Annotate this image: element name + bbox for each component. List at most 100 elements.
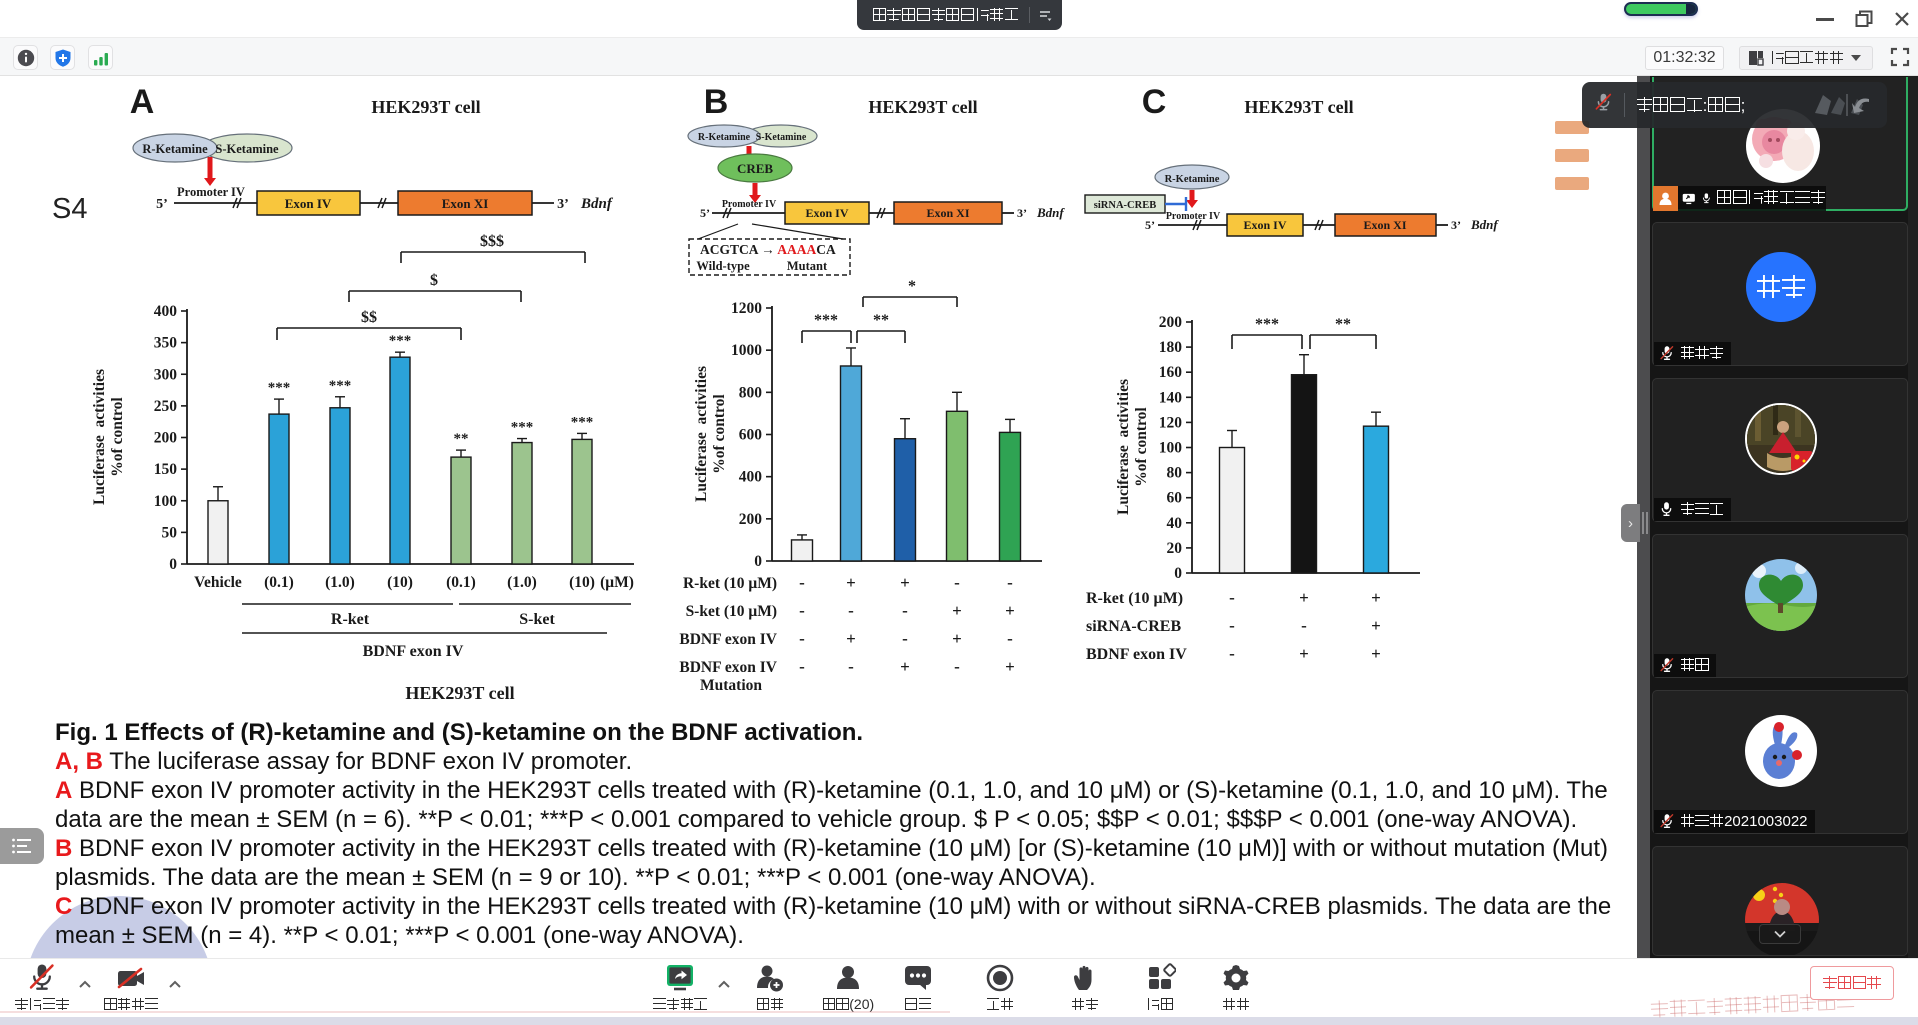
svg-text:BDNF exon IV: BDNF exon IV <box>1086 646 1187 663</box>
svg-text:BDNF exon IV: BDNF exon IV <box>679 631 777 648</box>
svg-text:-: - <box>1229 616 1235 635</box>
svg-text:+: + <box>846 573 856 592</box>
svg-text:1000: 1000 <box>731 342 762 359</box>
svg-text:Bdnf: Bdnf <box>580 196 614 212</box>
svg-text:3’: 3’ <box>1017 206 1027 220</box>
svg-text:**: ** <box>1335 316 1351 333</box>
svg-text:Promoter IV: Promoter IV <box>722 199 777 210</box>
svg-text:150: 150 <box>154 461 178 478</box>
svg-text:R-ket: R-ket <box>331 611 370 628</box>
svg-text:$$$: $$$ <box>480 233 504 250</box>
svg-text:S-Ketamine: S-Ketamine <box>215 142 279 156</box>
svg-text:Exon IV: Exon IV <box>285 196 332 211</box>
svg-text:+: + <box>846 629 856 648</box>
svg-text:Mutation: Mutation <box>700 677 762 694</box>
svg-text:200: 200 <box>739 511 763 528</box>
svg-text:Promoter IV: Promoter IV <box>177 185 245 199</box>
svg-text:R-ket (10 μM): R-ket (10 μM) <box>683 575 777 592</box>
svg-text:**: ** <box>454 431 469 447</box>
svg-text:5’: 5’ <box>156 197 168 212</box>
svg-text:0: 0 <box>169 556 177 573</box>
svg-text:R-Ketamine: R-Ketamine <box>1165 174 1220 185</box>
svg-text:800: 800 <box>739 384 763 401</box>
svg-text:+: + <box>900 573 910 592</box>
svg-text:**: ** <box>873 312 889 329</box>
svg-text:-: - <box>902 629 908 648</box>
svg-text:S-ket: S-ket <box>519 611 555 628</box>
svg-text:R-Ketamine: R-Ketamine <box>142 142 208 156</box>
svg-text:siRNA-CREB: siRNA-CREB <box>1086 618 1181 635</box>
svg-text:200: 200 <box>154 430 178 447</box>
svg-text:0: 0 <box>754 553 762 570</box>
svg-text:-: - <box>1007 573 1013 592</box>
svg-text:***: *** <box>1255 316 1279 333</box>
svg-text:(0.1): (0.1) <box>446 574 476 591</box>
svg-text:R-Ketamine: R-Ketamine <box>698 132 751 143</box>
svg-text:$$: $$ <box>361 309 377 326</box>
svg-text:***: *** <box>511 420 534 436</box>
svg-text:3’: 3’ <box>1451 218 1461 232</box>
svg-text:1200: 1200 <box>731 300 762 317</box>
svg-text:+: + <box>1371 644 1381 663</box>
svg-text:Luciferase activities: Luciferase activities <box>1115 379 1132 515</box>
svg-text:R-ket (10 μM): R-ket (10 μM) <box>1086 590 1183 607</box>
svg-text:100: 100 <box>154 493 178 510</box>
svg-text:B: B <box>704 83 729 121</box>
svg-text:180: 180 <box>1159 339 1183 356</box>
svg-text:HEK293T cell: HEK293T cell <box>371 97 480 117</box>
svg-text:***: *** <box>571 414 594 430</box>
svg-text:(μM): (μM) <box>600 574 634 591</box>
svg-text:20: 20 <box>1167 540 1183 557</box>
svg-text:HEK293T cell: HEK293T cell <box>868 97 977 117</box>
svg-text:-: - <box>799 657 805 676</box>
svg-text:Mutant: Mutant <box>787 259 828 273</box>
svg-text:3’: 3’ <box>557 197 569 212</box>
svg-text:%of control: %of control <box>711 394 728 474</box>
svg-text:Wild-type: Wild-type <box>696 259 750 273</box>
svg-text:***: *** <box>814 312 838 329</box>
svg-text:+: + <box>1371 616 1381 635</box>
svg-text:***: *** <box>268 380 291 396</box>
svg-text:160: 160 <box>1159 364 1183 381</box>
svg-text:60: 60 <box>1167 490 1183 507</box>
svg-text:A: A <box>130 83 155 121</box>
svg-text:siRNA-CREB: siRNA-CREB <box>1094 200 1156 211</box>
svg-text:350: 350 <box>154 335 178 352</box>
svg-text:-: - <box>848 601 854 620</box>
svg-text:300: 300 <box>154 366 178 383</box>
svg-text:Bdnf: Bdnf <box>1470 217 1499 232</box>
svg-text:(1.0): (1.0) <box>325 574 355 591</box>
svg-text:C: C <box>1142 83 1167 121</box>
svg-text:(0.1): (0.1) <box>264 574 294 591</box>
svg-text:600: 600 <box>739 427 763 444</box>
svg-text:$: $ <box>430 272 438 289</box>
svg-text:Exon XI: Exon XI <box>442 196 489 211</box>
svg-text:100: 100 <box>1159 440 1183 457</box>
svg-text:140: 140 <box>1159 389 1183 406</box>
svg-text:Luciferase activities: Luciferase activities <box>91 369 108 505</box>
svg-text:Promoter IV: Promoter IV <box>1166 211 1221 222</box>
svg-text:CREB: CREB <box>737 161 773 176</box>
svg-text:S-ket (10 μM): S-ket (10 μM) <box>686 603 777 620</box>
svg-text:400: 400 <box>739 469 763 486</box>
svg-text:400: 400 <box>154 303 178 320</box>
svg-text:(10): (10) <box>387 574 413 591</box>
svg-text:Exon IV: Exon IV <box>1243 218 1286 232</box>
svg-text:5’: 5’ <box>1145 218 1155 232</box>
svg-text:-: - <box>799 629 805 648</box>
svg-text:Exon IV: Exon IV <box>805 206 848 220</box>
svg-text:-: - <box>1301 616 1307 635</box>
svg-text:5’: 5’ <box>700 206 710 220</box>
svg-text:%of control: %of control <box>1133 407 1150 487</box>
svg-text:BDNF exon IV: BDNF exon IV <box>679 659 777 676</box>
svg-text:-: - <box>1229 644 1235 663</box>
svg-text:40: 40 <box>1167 515 1183 532</box>
svg-text:(1.0): (1.0) <box>507 574 537 591</box>
svg-text:80: 80 <box>1167 465 1183 482</box>
svg-text:%of control: %of control <box>109 397 126 477</box>
svg-text:+: + <box>952 629 962 648</box>
svg-text:0: 0 <box>1174 565 1182 582</box>
svg-text:-: - <box>848 657 854 676</box>
svg-text:+: + <box>1005 601 1015 620</box>
svg-text:Bdnf: Bdnf <box>1036 205 1065 220</box>
